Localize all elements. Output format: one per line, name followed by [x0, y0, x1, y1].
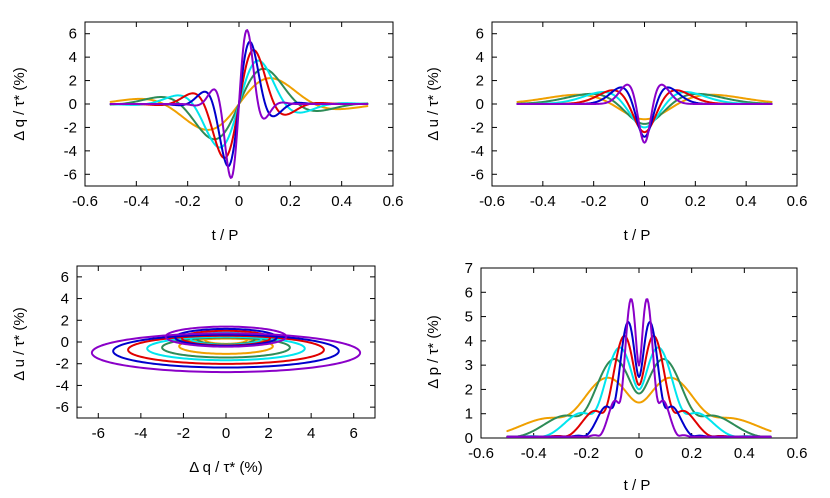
panel-q: t / P Δ q / τ* (%) -0.6 -0.4 -0.2 0 0.2 0.4 0.…: [11, 21, 404, 244]
p-xtick-label: -0.6: [468, 445, 494, 462]
p-series-line: [506, 334, 772, 438]
u-ytick-label: -2: [471, 119, 484, 136]
q-xtick-label: -0.4: [123, 193, 149, 210]
qu-xtick-label: 4: [307, 425, 315, 442]
panel-p-xlabel: t / P: [624, 477, 651, 494]
u-ytick-label: 6: [476, 26, 484, 43]
q-xtick-label: 0.4: [331, 193, 352, 210]
u-series-line: [516, 83, 773, 144]
q-xtick-label: 0: [235, 193, 243, 210]
p-series-line: [506, 321, 772, 438]
q-ytick-label: 4: [69, 49, 77, 66]
u-series-line: [516, 93, 773, 121]
qu-ytick-label: 4: [61, 291, 69, 308]
q-xtick-label: -0.6: [72, 193, 98, 210]
qu-ytick-label: 6: [61, 269, 69, 286]
qu-ytick-label: -4: [56, 377, 69, 394]
p-ytick-label: 7: [465, 260, 473, 277]
p-series-line: [506, 298, 772, 438]
u-ytick-label: 2: [476, 73, 484, 90]
p-ytick-label: 6: [465, 284, 473, 301]
panel-u-ylabel: Δ u / τ* (%): [425, 67, 442, 140]
u-series-line: [516, 92, 773, 125]
p-ytick-label: 1: [465, 406, 473, 423]
q-xtick-label: 0.2: [280, 193, 301, 210]
u-ytick-label: 4: [476, 49, 484, 66]
p-ytick-label: 0: [465, 430, 473, 447]
panel-p: t / P Δ p / τ* (%) -0.6 -0.4 -0.2 0 0.2 0.4 0.…: [425, 260, 807, 494]
q-ytick-label: -4: [64, 143, 77, 160]
qu-ytick-label: -2: [56, 356, 69, 373]
q-ytick-label: 0: [69, 96, 77, 113]
panel-p-ylabel: Δ p / τ* (%): [425, 315, 442, 388]
qu-xtick-label: -4: [134, 425, 147, 442]
u-xtick-label: -0.2: [581, 193, 607, 210]
p-xtick-label: -0.4: [521, 445, 547, 462]
p-ytick-label: 4: [465, 333, 473, 350]
qu-loop-inner: [164, 325, 288, 348]
qu-ytick-label: 0: [61, 334, 69, 351]
panel-qu-ylabel: Δ u / τ* (%): [11, 307, 28, 380]
u-series-line: [516, 91, 773, 129]
qu-xtick-label: -2: [177, 425, 190, 442]
p-xtick-label: 0.6: [787, 445, 808, 462]
panel-u: t / P Δ u / τ* (%) -0.6 -0.4 -0.2 0 0.2 0.4 0.…: [425, 21, 808, 244]
q-ytick-label: 6: [69, 26, 77, 43]
p-plot-frame: [480, 267, 798, 439]
u-ytick-label: -6: [471, 166, 484, 183]
p-ytick-label: 2: [465, 381, 473, 398]
qu-ytick-label: 2: [61, 312, 69, 329]
q-xtick-label: -0.2: [175, 193, 201, 210]
p-series-line: [506, 346, 772, 438]
qu-xtick-label: 0: [222, 425, 230, 442]
q-xtick-label: 0.6: [383, 193, 404, 210]
qu-loop-outer: [146, 335, 306, 362]
p-series-line: [506, 358, 772, 438]
u-series-line: [516, 86, 773, 138]
qu-plot-frame: [76, 265, 376, 419]
qu-loop-outer: [178, 337, 274, 355]
p-xtick-label: -0.2: [573, 445, 599, 462]
qu-ytick-label: -6: [56, 399, 69, 416]
qu-loop-outer: [90, 332, 362, 374]
p-xtick-label: 0.2: [681, 445, 702, 462]
u-xtick-label: -0.4: [530, 193, 556, 210]
panel-u-xlabel: t / P: [624, 227, 651, 244]
qu-loop-outer: [112, 333, 340, 369]
qu-xtick-label: 2: [264, 425, 272, 442]
u-xtick-label: 0.4: [736, 193, 757, 210]
p-xtick-label: 0.4: [734, 445, 755, 462]
qu-xtick-label: 6: [350, 425, 358, 442]
u-xtick-label: -0.6: [479, 193, 505, 210]
p-series-line: [506, 376, 772, 433]
p-ytick-label: 3: [465, 357, 473, 374]
panel-q-xlabel: t / P: [212, 227, 239, 244]
qu-loop-outer: [127, 334, 325, 365]
u-ytick-label: 0: [476, 96, 484, 113]
u-ytick-label: -4: [471, 143, 484, 160]
u-xtick-label: 0.6: [787, 193, 808, 210]
p-ytick-label: 5: [465, 309, 473, 326]
panel-qu: Δ q / τ* (%) Δ u / τ* (%) -6 -4 -2 0 2 4 6 -6 -4…: [11, 265, 376, 476]
u-xtick-label: 0: [640, 193, 648, 210]
p-xtick-label: 0: [635, 445, 643, 462]
q-series-line: [109, 29, 369, 179]
u-xtick-label: 0.2: [685, 193, 706, 210]
qu-loop-outer: [161, 336, 291, 359]
q-ytick-label: -2: [64, 119, 77, 136]
panel-q-ylabel: Δ q / τ* (%): [11, 67, 28, 140]
qu-xtick-label: -6: [92, 425, 105, 442]
q-ytick-label: 2: [69, 73, 77, 90]
q-ytick-label: -6: [64, 166, 77, 183]
panel-qu-xlabel: Δ q / τ* (%): [189, 459, 262, 476]
